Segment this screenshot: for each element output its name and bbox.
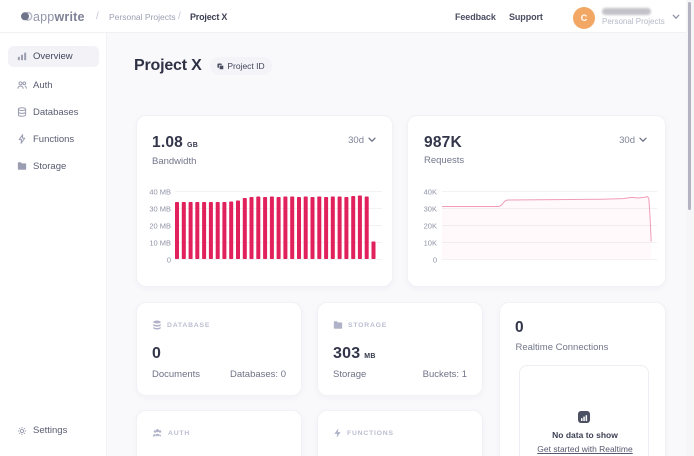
svg-text:20K: 20K bbox=[424, 222, 437, 231]
svg-text:40 MB: 40 MB bbox=[149, 188, 171, 197]
svg-text:10 MB: 10 MB bbox=[149, 239, 171, 248]
svg-text:20 MB: 20 MB bbox=[149, 222, 171, 231]
svg-text:0: 0 bbox=[167, 256, 171, 265]
svg-text:30 MB: 30 MB bbox=[149, 205, 171, 214]
svg-text:30K: 30K bbox=[424, 205, 437, 214]
svg-text:0: 0 bbox=[433, 256, 437, 265]
svg-text:10K: 10K bbox=[424, 239, 437, 248]
svg-text:40K: 40K bbox=[424, 188, 437, 197]
